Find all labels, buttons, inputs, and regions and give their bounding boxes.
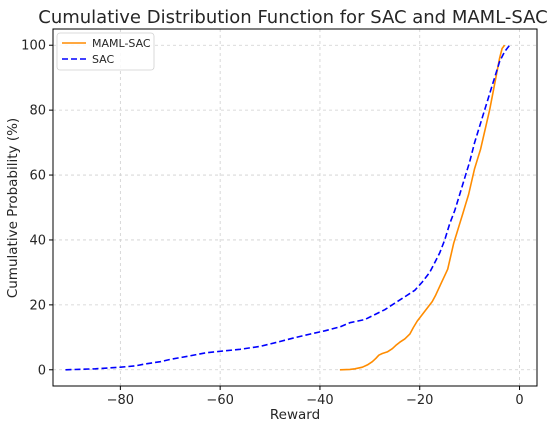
y-tick-label: 60 [29, 169, 46, 184]
y-axis-label: Cumulative Probability (%) [5, 118, 21, 298]
y-tick-label: 80 [29, 104, 46, 119]
x-tick-label: −60 [206, 393, 233, 408]
legend-label-maml-sac: MAML-SAC [92, 37, 151, 50]
y-tick-label: 40 [29, 233, 46, 248]
y-tick-label: 20 [29, 298, 46, 313]
legend-label-sac: SAC [92, 53, 115, 66]
x-axis: −80 −60 −40 −20 0 [107, 386, 524, 408]
series-line-maml-sac [339, 44, 506, 371]
series-line-sac [65, 44, 511, 371]
plot-series [65, 44, 511, 371]
x-tick-label: −80 [107, 393, 134, 408]
x-axis-label: Reward [270, 407, 320, 423]
x-tick-label: −20 [406, 393, 433, 408]
legend: MAML-SAC SAC [56, 32, 155, 71]
x-tick-label: 0 [515, 393, 523, 408]
y-axis: 0 20 40 60 80 100 [21, 39, 53, 378]
y-tick-label: 0 [38, 363, 46, 378]
y-tick-label: 100 [21, 39, 46, 54]
plot-area-frame [52, 28, 538, 387]
x-tick-label: −40 [306, 393, 333, 408]
chart-title: Cumulative Distribution Function for SAC… [38, 7, 547, 28]
